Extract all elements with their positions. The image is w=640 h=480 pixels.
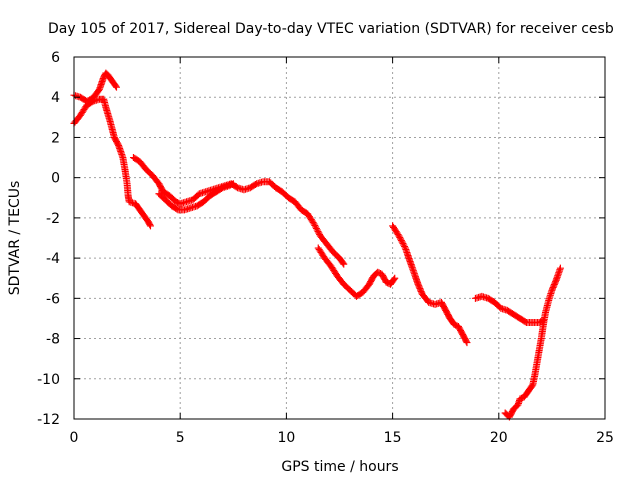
data-point bbox=[394, 231, 402, 239]
plot-frame bbox=[73, 56, 606, 420]
series-layer bbox=[70, 69, 564, 421]
ticks bbox=[73, 56, 606, 420]
x-tick-label: 0 bbox=[70, 430, 79, 446]
x-tick-labels: 0 5 10 15 20 25 bbox=[70, 430, 614, 446]
y-tick-label: -10 bbox=[37, 372, 60, 388]
data-point bbox=[146, 221, 154, 229]
y-tick-label: 2 bbox=[51, 130, 60, 146]
series-arc-6 bbox=[389, 222, 471, 347]
series-arc-2 bbox=[70, 95, 154, 230]
data-point bbox=[556, 264, 564, 272]
data-point bbox=[390, 275, 398, 283]
data-point bbox=[397, 235, 405, 243]
data-point bbox=[112, 82, 120, 90]
data-point bbox=[340, 260, 348, 268]
data-point bbox=[399, 240, 407, 248]
data-point bbox=[312, 223, 320, 231]
series-arc-3 bbox=[129, 154, 348, 268]
chart-title: Day 105 of 2017, Sidereal Day-to-day VTE… bbox=[48, 21, 614, 37]
data-point bbox=[229, 180, 237, 188]
data-point bbox=[552, 278, 560, 286]
y-tick-label: 6 bbox=[51, 50, 60, 66]
series-arc-7 bbox=[471, 292, 547, 326]
y-tick-label: -12 bbox=[37, 412, 60, 428]
series-arc-4 bbox=[155, 180, 237, 214]
y-tick-label: 0 bbox=[51, 171, 60, 187]
y-tick-label: 4 bbox=[51, 90, 60, 106]
x-tick-label: 25 bbox=[596, 430, 614, 446]
x-tick-label: 20 bbox=[490, 430, 508, 446]
data-point bbox=[401, 243, 409, 251]
data-point bbox=[314, 227, 322, 235]
data-point bbox=[339, 259, 347, 267]
data-point bbox=[315, 229, 323, 237]
data-point bbox=[462, 337, 470, 345]
data-point bbox=[228, 180, 236, 188]
series-arc-1 bbox=[70, 69, 120, 105]
x-tick-label: 5 bbox=[176, 430, 185, 446]
y-tick-label: -6 bbox=[46, 291, 60, 307]
grid bbox=[74, 57, 605, 419]
series-arc-8 bbox=[501, 264, 564, 421]
data-point bbox=[312, 224, 320, 232]
y-tick-label: -2 bbox=[46, 211, 60, 227]
x-tick-label: 10 bbox=[277, 430, 295, 446]
data-point bbox=[391, 274, 399, 282]
y-axis-label: SDTVAR / TECUs bbox=[7, 181, 23, 296]
x-tick-label: 15 bbox=[384, 430, 402, 446]
x-axis-label: GPS time / hours bbox=[281, 459, 398, 475]
data-point bbox=[112, 83, 120, 91]
data-point bbox=[395, 232, 403, 240]
y-tick-label: -8 bbox=[46, 332, 60, 348]
data-point bbox=[397, 237, 405, 245]
data-point bbox=[146, 222, 154, 230]
data-point bbox=[313, 226, 321, 234]
data-point bbox=[309, 218, 317, 226]
y-tick-label: -4 bbox=[46, 251, 60, 267]
data-point bbox=[398, 238, 406, 246]
data-point bbox=[311, 221, 319, 229]
y-tick-labels: -12 -10 -8 -6 -4 -2 0 2 4 6 bbox=[37, 50, 60, 428]
data-point bbox=[463, 339, 471, 347]
series-arc-5 bbox=[314, 244, 399, 300]
data-point bbox=[310, 220, 318, 228]
data-point bbox=[400, 241, 408, 249]
data-point bbox=[396, 233, 404, 241]
